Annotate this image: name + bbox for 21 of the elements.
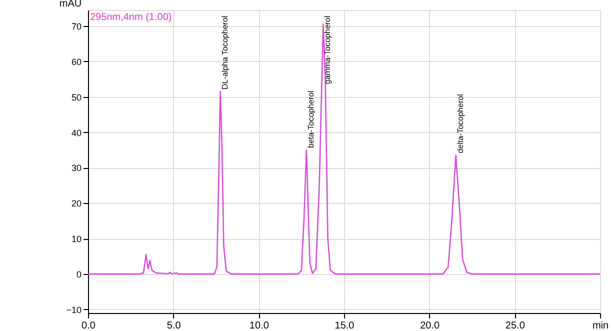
y-tick-label: 70: [71, 21, 82, 32]
x-tick-label: 20.0: [420, 320, 440, 331]
annotation: gamma-Tocopherol: [323, 15, 332, 84]
x-tick-label: 25.0: [505, 320, 526, 331]
y-tick-label: 60: [71, 56, 82, 67]
x-tick-label: 0.0: [82, 320, 96, 331]
annotation: DL-alpha Tocopherol: [220, 16, 230, 90]
y-tick-label: 20: [71, 198, 82, 209]
x-tick-label: 15.0: [334, 320, 355, 331]
annotation: 295nm,4nm (1.00): [90, 12, 172, 23]
annotation: beta-Tocopherol: [306, 90, 316, 148]
x-tick-label: min: [592, 320, 609, 331]
y-tick-label: 50: [71, 92, 82, 102]
y-tick-label: 10: [71, 234, 82, 244]
annotation: delta-Tocopherol: [456, 94, 465, 154]
x-tick-label: 10.0: [249, 320, 270, 331]
y-tick-label: 30: [71, 163, 82, 174]
y-tick-label: 0: [76, 270, 82, 280]
y-tick-label: −10: [66, 304, 82, 315]
x-tick-label: 5.0: [166, 320, 182, 331]
y-tick-label: 40: [71, 128, 82, 138]
